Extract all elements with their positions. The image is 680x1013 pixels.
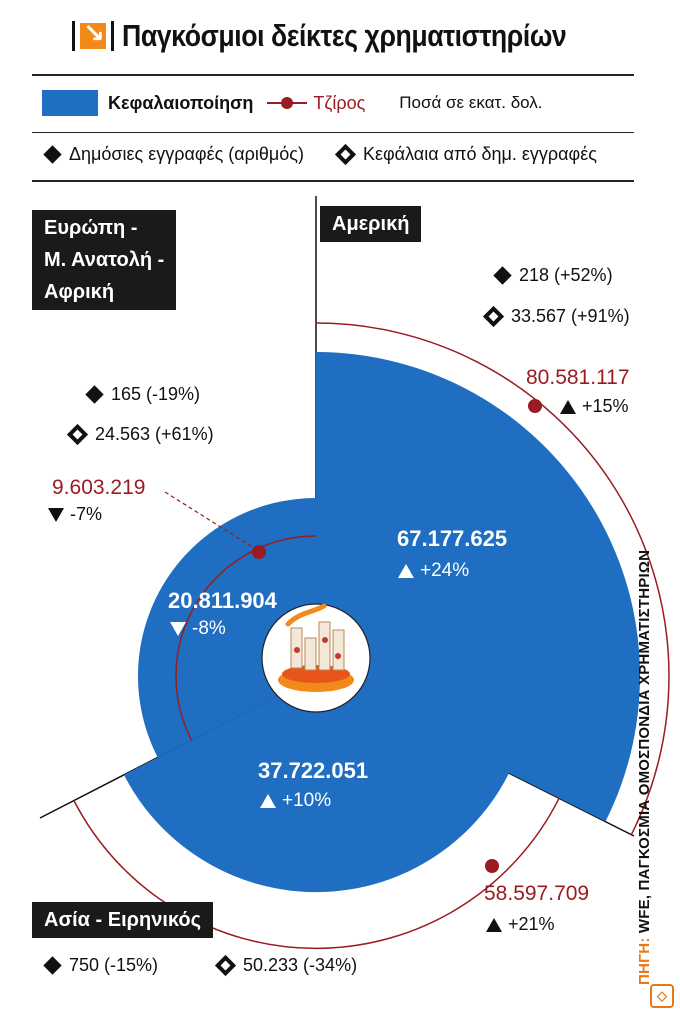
asia-capitalization-change: +10%	[260, 790, 331, 812]
hollow-diamond-icon	[214, 954, 237, 977]
region-label-america: Αμερική	[320, 206, 422, 242]
america-turnover: 80.581.117	[526, 366, 630, 389]
europe-turnover-change: -7%	[48, 504, 102, 525]
asia-listings: 750 (-15%)	[42, 955, 158, 976]
europe-funds: 24.563 (+61%)	[66, 423, 214, 446]
america-listings: 218 (+52%)	[492, 265, 613, 286]
asia-capitalization: 37.722.051	[258, 758, 369, 783]
title-divider	[111, 21, 114, 51]
divider	[32, 132, 634, 133]
triangle-up-icon	[398, 564, 414, 578]
region-label-europe: Ευρώπη - Μ. Ανατολή - Αφρική	[32, 210, 177, 310]
europe-listings: 165 (-19%)	[84, 384, 200, 405]
asia-turnover: 58.597.709	[484, 882, 590, 905]
asia-funds: 50.233 (-34%)	[214, 954, 357, 977]
filled-diamond-icon	[493, 266, 512, 285]
legend-capitalization-label: Κεφαλαιοποίηση	[108, 92, 254, 113]
filled-diamond-icon	[43, 956, 62, 975]
divider	[32, 74, 634, 76]
turnover-arc-asia	[73, 797, 560, 950]
source-note: ΠΗΓΗ: WFE, ΠΑΓΚΟΣΜΙΑ ΟΜΟΣΠΟΝΔΙΑ ΧΡΗΜΑΤΙΣ…	[636, 550, 653, 985]
source-label: ΠΗΓΗ:	[636, 937, 653, 985]
turnover-dot-asia	[485, 859, 499, 873]
legend-turnover-label: Τζίρος	[313, 92, 366, 113]
legend-unit-label: Ποσά σε εκατ. δολ.	[399, 93, 543, 112]
capitalization-wedge-europe	[137, 498, 316, 758]
europe-capitalization: 20.811.904	[168, 588, 277, 613]
title-divider	[72, 21, 75, 51]
arrow-logo-icon	[80, 19, 106, 49]
publisher-logo-icon: ◇	[650, 984, 674, 1008]
legend-secondary: Δημόσιες εγγραφές (αριθμός) Κεφάλαια από…	[42, 143, 597, 166]
hollow-diamond-icon	[482, 305, 505, 328]
america-turnover-change: +15%	[560, 396, 629, 417]
stock-exchange-emblem-icon	[261, 603, 371, 713]
turnover-leader-europe	[164, 491, 255, 549]
hollow-diamond-icon	[66, 423, 89, 446]
america-capitalization: 67.177.625	[397, 526, 508, 551]
capitalization-wedge-asia	[123, 676, 514, 893]
source-text: WFE, ΠΑΓΚΟΣΜΙΑ ΟΜΟΣΠΟΝΔΙΑ ΧΡΗΜΑΤΙΣΤΗΡΙΩΝ	[636, 549, 653, 934]
divider	[32, 180, 634, 182]
turnover-arc-europe	[175, 535, 317, 741]
turnover-legend-icon	[267, 96, 308, 110]
region-label-asia: Ασία - Ειρηνικός	[32, 902, 214, 938]
legend-primary: Κεφαλαιοποίηση Τζίρος Ποσά σε εκατ. δολ.	[42, 90, 543, 116]
legend-funds-label: Κεφάλαια από δημ. εγγραφές	[362, 144, 597, 164]
europe-capitalization-change: -8%	[170, 618, 226, 640]
turnover-dot-america	[528, 399, 542, 413]
turnover-dot-europe	[252, 545, 266, 559]
turnover-arc-america	[315, 322, 670, 835]
triangle-up-icon	[560, 399, 576, 414]
europe-turnover: 9.603.219	[52, 476, 146, 499]
triangle-down-icon	[48, 507, 64, 522]
title-bar: Παγκόσμιοι δείκτες χρηματιστηρίων	[72, 18, 639, 54]
filled-diamond-icon	[85, 385, 104, 404]
america-capitalization-change: +24%	[398, 560, 469, 582]
asia-turnover-change: +21%	[486, 914, 555, 935]
triangle-up-icon	[486, 917, 502, 932]
page-title: Παγκόσμιοι δείκτες χρηματιστηρίων	[122, 18, 567, 53]
triangle-down-icon	[170, 622, 186, 636]
america-funds: 33.567 (+91%)	[482, 305, 630, 328]
capitalization-wedge-america	[316, 352, 641, 822]
capitalization-swatch	[42, 90, 98, 116]
legend-listings-label: Δημόσιες εγγραφές (αριθμός)	[69, 144, 304, 164]
triangle-up-icon	[260, 794, 276, 808]
